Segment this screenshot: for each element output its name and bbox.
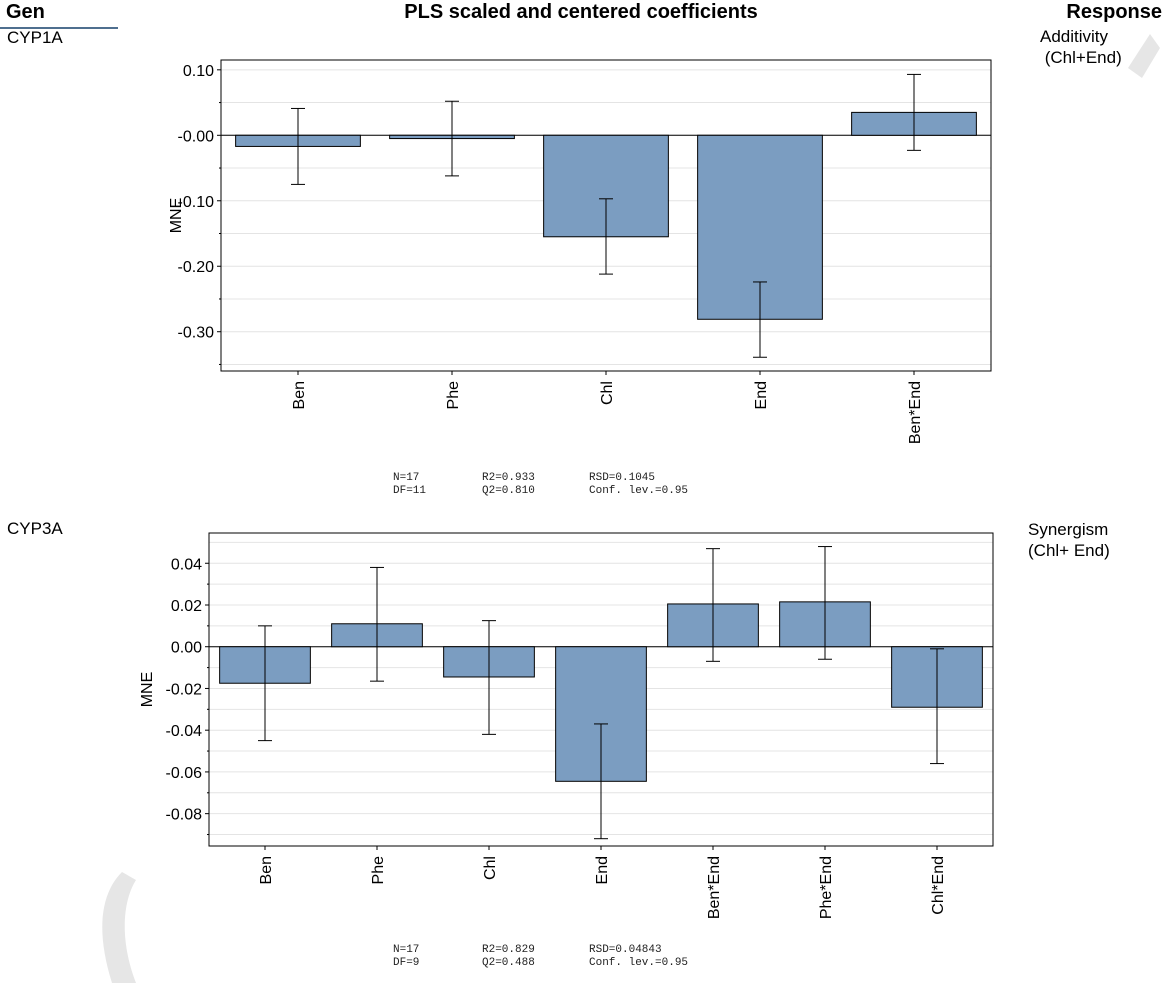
response-label-row2: Synergism (Chl+ End) bbox=[1028, 520, 1110, 560]
gen-label-cyp1a: CYP1A bbox=[7, 28, 63, 47]
y-tick-label: -0.00 bbox=[178, 128, 215, 145]
y-tick-label: 0.00 bbox=[171, 640, 202, 657]
y-tick-label: -0.20 bbox=[178, 259, 215, 276]
y-axis-label: MNE bbox=[139, 672, 156, 708]
x-tick-label: Chl*End bbox=[930, 856, 947, 915]
x-tick-label: Chl bbox=[482, 856, 499, 880]
stat-q2: Q2=0.810 bbox=[482, 485, 535, 497]
x-tick-label: End bbox=[753, 381, 770, 409]
gen-label-cyp3a: CYP3A bbox=[7, 519, 63, 538]
header-rule bbox=[0, 27, 118, 29]
x-tick-label: Phe*End bbox=[818, 856, 835, 919]
y-tick-label: -0.30 bbox=[178, 325, 215, 342]
gen-header: Gen bbox=[6, 1, 45, 23]
response-header: Response bbox=[1066, 1, 1162, 23]
y-tick-label: -0.06 bbox=[166, 765, 203, 782]
x-tick-label: Ben bbox=[258, 856, 275, 884]
stat-r2: R2=0.933 bbox=[482, 472, 535, 484]
y-tick-label: -0.04 bbox=[166, 723, 203, 740]
y-tick-label: 0.02 bbox=[171, 598, 202, 615]
stat-n: N=17 bbox=[393, 944, 420, 956]
stat-n: N=17 bbox=[393, 472, 420, 484]
stat-rsd: RSD=0.04843 bbox=[589, 944, 662, 956]
y-tick-label: -0.10 bbox=[178, 194, 215, 211]
x-tick-label: Ben*End bbox=[907, 381, 924, 444]
y-axis-label: MNE bbox=[168, 198, 185, 234]
stat-rsd: RSD=0.1045 bbox=[589, 472, 656, 484]
y-tick-label: 0.04 bbox=[171, 556, 202, 573]
x-tick-label: Ben*End bbox=[706, 856, 723, 919]
stat-q2: Q2=0.488 bbox=[482, 957, 535, 969]
x-tick-label: Phe bbox=[370, 856, 387, 885]
y-tick-label: -0.08 bbox=[166, 807, 203, 824]
response-label-row1: Additivity (Chl+End) bbox=[1040, 27, 1122, 67]
x-tick-label: Phe bbox=[445, 381, 462, 410]
page-title: PLS scaled and centered coefficients bbox=[404, 1, 758, 23]
watermark-fragment bbox=[102, 872, 136, 983]
watermark-fragment bbox=[1128, 34, 1160, 78]
y-tick-label: -0.02 bbox=[166, 681, 203, 698]
stat-df: DF=9 bbox=[393, 957, 420, 969]
x-tick-label: End bbox=[594, 856, 611, 884]
x-tick-label: Ben bbox=[291, 381, 308, 409]
x-tick-label: Chl bbox=[599, 381, 616, 405]
stat-conf: Conf. lev.=0.95 bbox=[589, 957, 689, 969]
y-tick-label: 0.10 bbox=[183, 63, 214, 80]
stat-df: DF=11 bbox=[393, 485, 427, 497]
stat-conf: Conf. lev.=0.95 bbox=[589, 485, 689, 497]
stat-r2: R2=0.829 bbox=[482, 944, 535, 956]
